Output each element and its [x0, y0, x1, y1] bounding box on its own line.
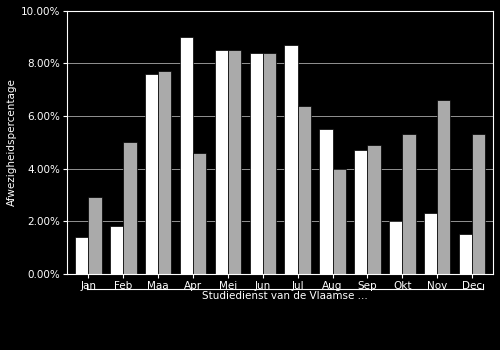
Bar: [298, 105, 311, 274]
Bar: [368, 145, 380, 274]
Bar: [228, 50, 241, 274]
Bar: [110, 226, 124, 274]
Bar: [424, 213, 437, 274]
Bar: [320, 129, 332, 274]
Bar: [263, 53, 276, 274]
Bar: [402, 134, 415, 274]
Text: Studiedienst van de Vlaamse ...: Studiedienst van de Vlaamse ...: [202, 291, 368, 301]
Bar: [459, 234, 472, 274]
Y-axis label: Afwezigheidspercentage: Afwezigheidspercentage: [7, 78, 17, 206]
Bar: [145, 74, 158, 274]
Bar: [75, 237, 88, 274]
Bar: [88, 197, 102, 274]
Bar: [214, 50, 228, 274]
Bar: [158, 71, 172, 274]
Bar: [124, 142, 136, 274]
Bar: [193, 153, 206, 274]
Bar: [284, 45, 298, 274]
Bar: [180, 37, 193, 274]
Bar: [389, 221, 402, 274]
Bar: [250, 53, 263, 274]
Bar: [332, 169, 346, 274]
Bar: [472, 134, 486, 274]
Bar: [354, 150, 368, 274]
Bar: [437, 100, 450, 274]
